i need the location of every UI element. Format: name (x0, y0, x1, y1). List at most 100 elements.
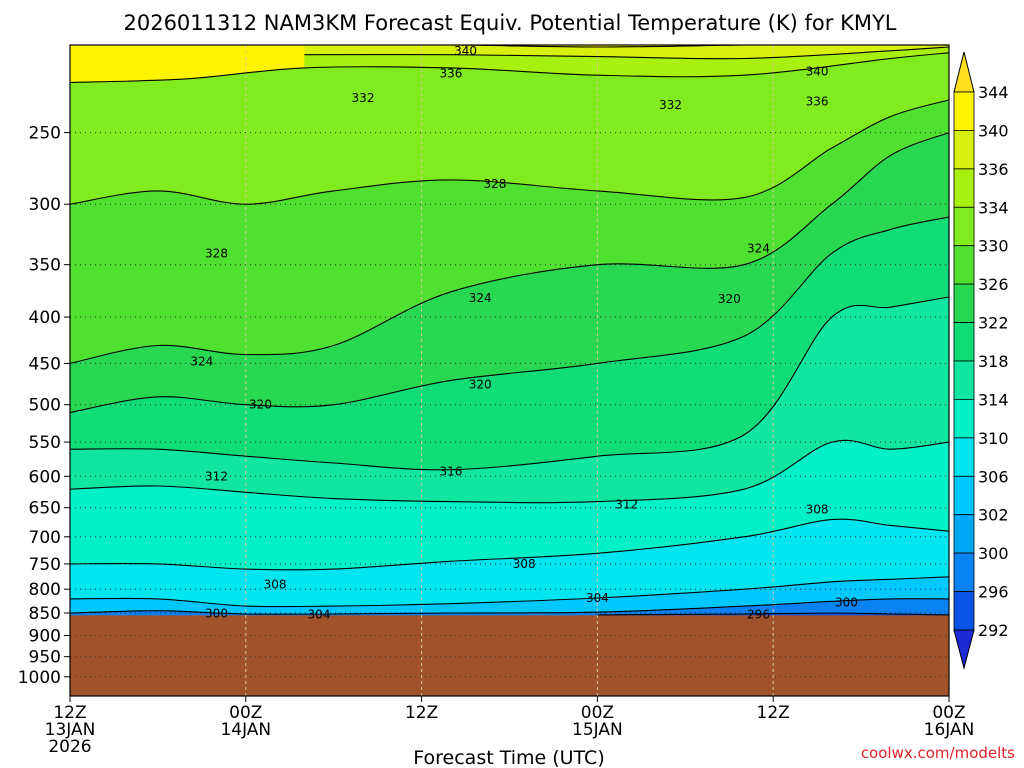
contour-label: 300 (835, 596, 858, 610)
contour-320 (70, 216, 949, 414)
contour-label: 308 (806, 503, 829, 517)
contour-304 (70, 576, 949, 608)
contour-label: 308 (264, 577, 287, 591)
y-tick-label: 700 (29, 528, 61, 548)
contour-label: 324 (747, 242, 770, 256)
contour-labels: 340 336 332 340 336 332 328 328 324 324 320 324 320 3… (190, 44, 858, 621)
contour-label: 336 (806, 95, 829, 109)
colorbar-swatch (953, 129, 975, 170)
colorbar-swatch (953, 437, 975, 477)
colorbar-label: 330 (978, 237, 1009, 256)
contour-label: 336 (439, 66, 462, 80)
colorbar-label: 322 (978, 314, 1009, 333)
colorbar-cap-bottom (953, 629, 975, 670)
contour-332 (70, 52, 949, 83)
colorbar-label: 292 (978, 621, 1009, 640)
contour-label: 324 (469, 291, 492, 305)
y-tick-label: 550 (29, 433, 61, 453)
y-tick-label: 600 (29, 467, 61, 487)
y-tick-label: 250 (29, 124, 61, 144)
x-tick-label: 15JAN (572, 720, 623, 740)
credit-text: coolwx.com/modelts (861, 744, 1015, 762)
contour-label: 320 (718, 292, 741, 306)
y-tick-label: 450 (29, 354, 61, 374)
contour-label: 332 (659, 98, 682, 112)
colorbar-swatch (953, 322, 975, 362)
contour-label: 328 (205, 246, 228, 260)
contour-label: 340 (454, 44, 477, 58)
y-tick-label: 500 (29, 396, 61, 416)
x-tick-label: 12Z (405, 703, 438, 723)
contour-label: 324 (190, 355, 213, 369)
chart-title: 2026011312 NAM3KM Forecast Equiv. Potent… (123, 11, 896, 35)
x-tick-label: 14JAN (220, 720, 271, 740)
colorbar-label: 334 (978, 198, 1009, 217)
contour-label: 304 (586, 591, 609, 605)
contour-296 (597, 612, 949, 616)
contour-label: 312 (205, 469, 228, 483)
colorbar-swatch (953, 398, 975, 439)
colorbar-label: 302 (978, 506, 1009, 525)
grid-lines (70, 45, 949, 696)
y-tick-label: 950 (29, 648, 61, 668)
x-axis-label: Forecast Time (UTC) (413, 747, 604, 768)
contour-316 (70, 296, 949, 471)
y-tick-label: 350 (29, 256, 61, 276)
y-tick-label: 850 (29, 604, 61, 624)
color-bands (70, 45, 949, 696)
contour-label: 316 (439, 465, 462, 479)
contour-label: 312 (615, 498, 638, 512)
colorbar-swatch (953, 591, 975, 631)
colorbar-label: 336 (978, 160, 1009, 179)
colorbar-swatch (953, 91, 975, 131)
y-tick-label: 900 (29, 627, 61, 647)
colorbar-swatch (953, 245, 975, 285)
contour-340 (304, 45, 786, 48)
colorbar-label: 344 (978, 83, 1009, 102)
colorbar-cap-top (953, 51, 975, 93)
colorbar-swatch (953, 206, 975, 247)
colorbar-swatch (953, 475, 975, 516)
y-tick-label: 650 (29, 499, 61, 519)
contour-label: 340 (806, 65, 829, 79)
x-tick-label: 13JAN (45, 720, 96, 740)
y-tick-label: 400 (29, 308, 61, 328)
colorbar-label: 314 (978, 390, 1009, 409)
x-tick-label: 12Z (53, 703, 86, 723)
contour-336 (304, 46, 949, 60)
contour-label: 320 (469, 378, 492, 392)
colorbar-swatch (953, 514, 975, 554)
plot-frame (69, 44, 950, 697)
contour-label: 320 (249, 398, 272, 412)
colorbar-swatch (953, 360, 975, 400)
plot-area: 340 336 332 340 336 332 328 328 324 324 320 324 320 3… (70, 44, 949, 696)
contour-label: 300 (205, 607, 228, 621)
contour-label: 296 (747, 607, 770, 621)
x-tick-label: 00Z (932, 703, 965, 723)
contour-label: 304 (308, 607, 331, 621)
x-tick-label: 2026 (48, 737, 91, 757)
colorbar-swatch (953, 283, 975, 323)
y-tick-label: 800 (29, 580, 61, 600)
y-tick-label: 1000 (18, 668, 61, 688)
contour-label: 328 (483, 177, 506, 191)
x-tick-label: 16JAN (924, 720, 975, 740)
colorbar: 344 340 336 334 330 326 322 318 314 310 306 302 300 2… (953, 51, 1009, 670)
x-tick-label: 00Z (581, 703, 614, 723)
contour-312 (70, 439, 949, 504)
colorbar-label: 340 (978, 121, 1009, 140)
contour-308 (70, 518, 949, 571)
colorbar-label: 306 (978, 467, 1009, 486)
contour-lines (70, 45, 949, 616)
y-axis-ticks: 250 300 350 400 450 500 550 600 650 700 750 800 850 9… (18, 124, 70, 688)
contour-328 (70, 99, 949, 205)
contour-label: 332 (352, 91, 375, 105)
contour-324 (70, 132, 949, 364)
contour-300 (70, 598, 949, 615)
contour-label: 308 (513, 557, 536, 571)
y-tick-label: 750 (29, 555, 61, 575)
x-tick-label: 12Z (757, 703, 790, 723)
colorbar-label: 300 (978, 544, 1009, 563)
